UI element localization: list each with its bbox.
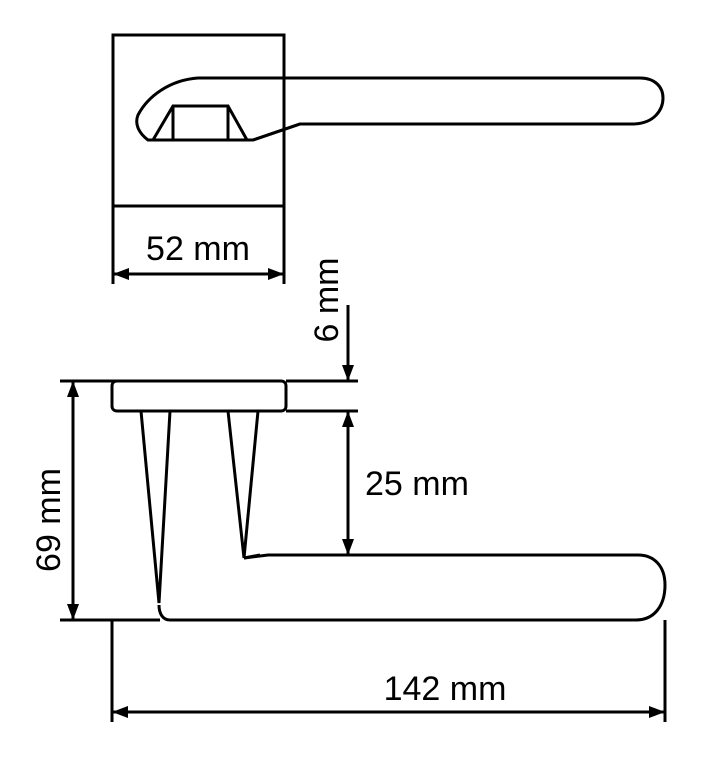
dim-25mm-label: 25 mm — [365, 465, 469, 503]
dim-69mm — [60, 381, 160, 620]
top-view — [113, 35, 663, 206]
dim-142mm-label: 142 mm — [384, 670, 507, 708]
dim-69mm-label: 69 mm — [30, 468, 68, 572]
dim-6mm-label: 6 mm — [308, 258, 346, 343]
dim-52mm-label: 52 mm — [146, 230, 250, 268]
technical-drawing: 52 mm 6 mm 25 mm 69 mm 142 mm — [0, 0, 722, 779]
dim-25mm — [268, 411, 358, 555]
